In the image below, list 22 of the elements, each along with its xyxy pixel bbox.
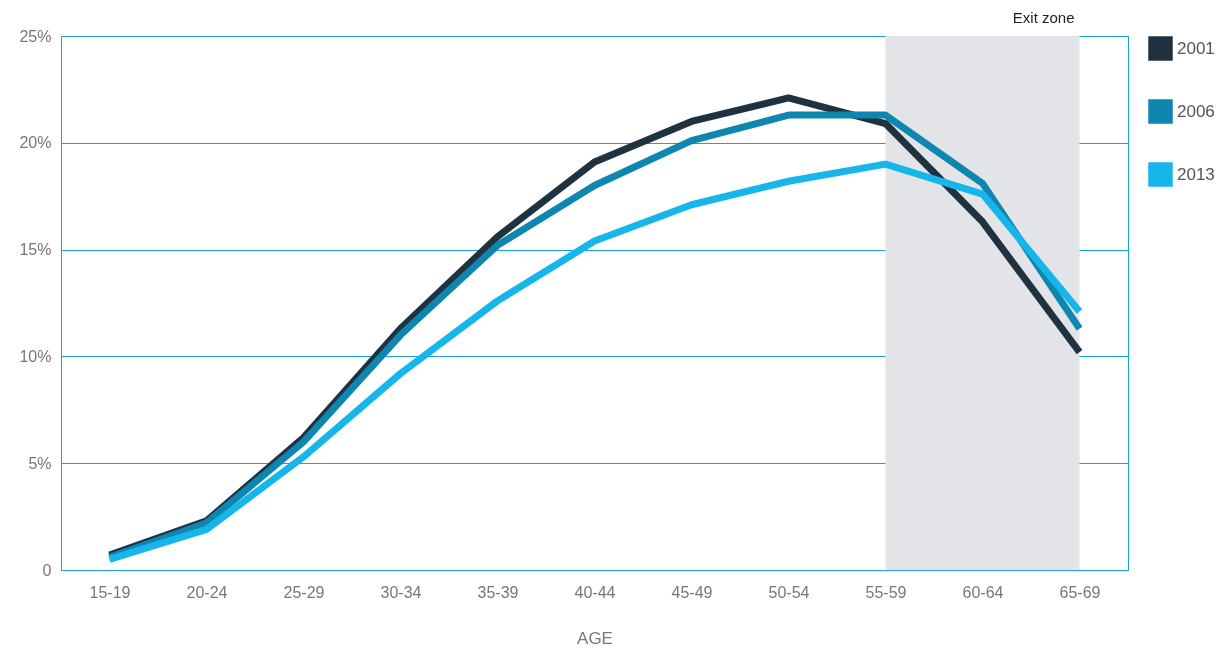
- legend-label: 2013: [1177, 164, 1215, 184]
- x-axis-title: AGE: [577, 628, 613, 648]
- band-label: Exit zone: [1012, 9, 1075, 26]
- y-tick-label: 20%: [19, 134, 52, 152]
- x-tick-label: 35-39: [477, 583, 519, 601]
- y-tick-label: 25%: [19, 27, 52, 45]
- x-tick-label: 20-24: [186, 583, 228, 601]
- y-tick-label: 0: [42, 561, 52, 579]
- y-tick-label: 5%: [28, 454, 52, 472]
- y-tick-label: 10%: [19, 347, 52, 365]
- x-tick-label: 25-29: [283, 583, 325, 601]
- x-tick-label: 50-54: [768, 583, 810, 601]
- x-tick-label: 55-59: [865, 583, 907, 601]
- legend-label: 2006: [1177, 101, 1215, 121]
- x-tick-label: 15-19: [89, 583, 131, 601]
- x-tick-label: 65-69: [1059, 583, 1101, 601]
- y-tick-label: 15%: [19, 241, 52, 259]
- x-tick-label: 60-64: [962, 583, 1004, 601]
- x-tick-label: 30-34: [380, 583, 422, 601]
- x-tick-label: 45-49: [671, 583, 713, 601]
- x-tick-label: 40-44: [574, 583, 616, 601]
- legend-label: 2001: [1177, 38, 1215, 58]
